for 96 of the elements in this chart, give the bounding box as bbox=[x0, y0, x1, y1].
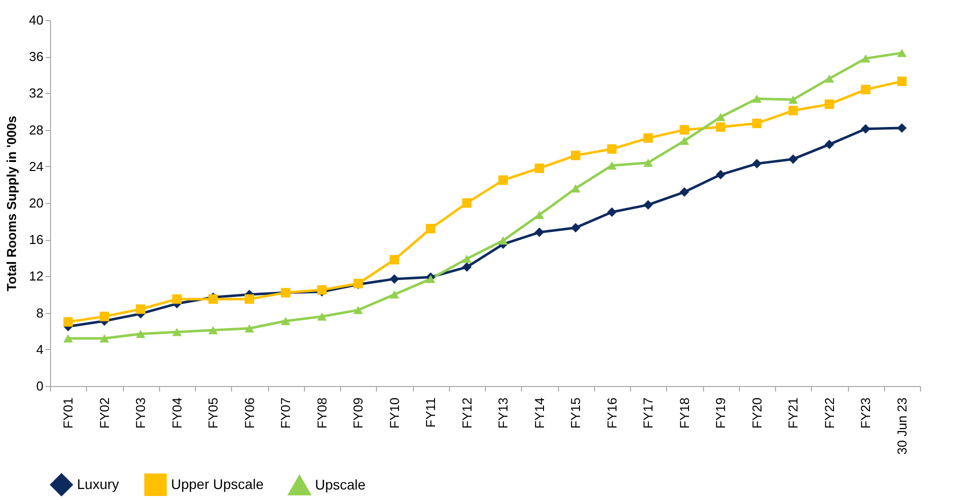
point bbox=[100, 312, 110, 322]
point bbox=[788, 154, 798, 164]
y-axis-title: Total Rooms Supply in '000s bbox=[4, 116, 20, 292]
point bbox=[353, 306, 363, 314]
point bbox=[462, 254, 472, 263]
x-tick-label: FY14 bbox=[532, 398, 547, 429]
x-tick-label: FY07 bbox=[278, 398, 294, 429]
point bbox=[534, 163, 544, 173]
point bbox=[860, 124, 870, 134]
x-tick-label: FY09 bbox=[350, 398, 366, 429]
x-tick-label: FY03 bbox=[133, 398, 148, 429]
x-tick-label: FY08 bbox=[314, 398, 330, 429]
point bbox=[607, 207, 617, 217]
x-tick-label: FY10 bbox=[386, 398, 402, 429]
x-tick-label: FY15 bbox=[568, 398, 584, 429]
x-tick-label: FY12 bbox=[459, 398, 474, 429]
point bbox=[680, 125, 690, 135]
y-tick-label: 16 bbox=[29, 232, 44, 248]
x-tick-label: 30 Jun 23 bbox=[894, 398, 910, 455]
x-tick-label: FY04 bbox=[169, 398, 184, 429]
point bbox=[716, 122, 726, 132]
point bbox=[244, 294, 254, 304]
y-tick-label: 12 bbox=[29, 268, 44, 284]
point bbox=[680, 136, 690, 145]
x-tick-label: FY01 bbox=[60, 398, 76, 429]
point bbox=[172, 328, 182, 336]
point bbox=[897, 76, 907, 86]
x-tick-label: FY18 bbox=[676, 398, 692, 429]
point bbox=[788, 95, 798, 104]
point bbox=[716, 170, 726, 180]
y-tick-label: 28 bbox=[29, 122, 44, 138]
x-tick-label: FY16 bbox=[604, 398, 620, 429]
point bbox=[607, 161, 617, 170]
point bbox=[824, 140, 834, 150]
point bbox=[390, 290, 400, 299]
point bbox=[534, 210, 544, 220]
y-tick-label: 4 bbox=[36, 342, 44, 357]
point bbox=[100, 334, 110, 343]
point bbox=[244, 324, 254, 332]
point bbox=[570, 150, 580, 160]
point bbox=[462, 198, 472, 208]
y-tick-label: 20 bbox=[29, 196, 44, 210]
point bbox=[570, 222, 580, 232]
point bbox=[390, 274, 400, 284]
point bbox=[897, 123, 907, 133]
y-tick-label: 8 bbox=[36, 305, 44, 320]
point bbox=[208, 326, 218, 334]
y-tick-label: 32 bbox=[29, 86, 44, 101]
point bbox=[136, 304, 146, 314]
point bbox=[426, 224, 436, 234]
point bbox=[390, 254, 400, 264]
legend-label: Luxury bbox=[77, 476, 120, 492]
x-tick-label: FY17 bbox=[640, 398, 656, 429]
point bbox=[752, 118, 762, 128]
legend-label: Upscale bbox=[315, 476, 366, 492]
point bbox=[172, 294, 182, 304]
x-tick-label: FY19 bbox=[713, 398, 728, 429]
y-tick-label: 36 bbox=[29, 49, 44, 64]
x-tick-label: FY23 bbox=[858, 398, 874, 429]
point bbox=[752, 94, 762, 103]
point bbox=[643, 158, 653, 167]
point bbox=[897, 48, 907, 58]
point bbox=[860, 54, 870, 63]
x-tick-label: FY11 bbox=[423, 398, 438, 428]
x-tick-label: FY13 bbox=[496, 398, 511, 429]
y-tick-label: 0 bbox=[36, 378, 44, 394]
point bbox=[824, 74, 834, 83]
point bbox=[426, 274, 436, 284]
point bbox=[860, 84, 870, 94]
point bbox=[136, 330, 146, 338]
x-tick-label: FY02 bbox=[96, 398, 112, 429]
y-tick-label: 24 bbox=[29, 158, 44, 174]
point bbox=[643, 200, 653, 210]
point bbox=[643, 133, 653, 143]
x-tick-label: FY21 bbox=[786, 398, 801, 429]
point bbox=[752, 158, 762, 168]
x-tick-label: FY05 bbox=[206, 398, 221, 429]
point bbox=[680, 187, 690, 197]
point bbox=[716, 112, 726, 122]
point bbox=[570, 184, 580, 192]
point bbox=[63, 334, 73, 343]
point bbox=[607, 144, 617, 154]
y-tick-label: 40 bbox=[29, 12, 44, 28]
point bbox=[63, 317, 73, 327]
point bbox=[824, 99, 834, 109]
point bbox=[498, 175, 508, 185]
legend-label: Upper Upscale bbox=[171, 476, 264, 492]
point bbox=[534, 228, 544, 238]
x-tick-label: FY22 bbox=[822, 398, 837, 429]
point bbox=[280, 316, 290, 326]
point bbox=[498, 236, 508, 245]
point bbox=[317, 312, 327, 321]
x-tick-label: FY20 bbox=[749, 398, 764, 429]
point bbox=[788, 106, 798, 116]
point bbox=[462, 262, 472, 272]
x-tick-label: FY06 bbox=[242, 398, 257, 429]
